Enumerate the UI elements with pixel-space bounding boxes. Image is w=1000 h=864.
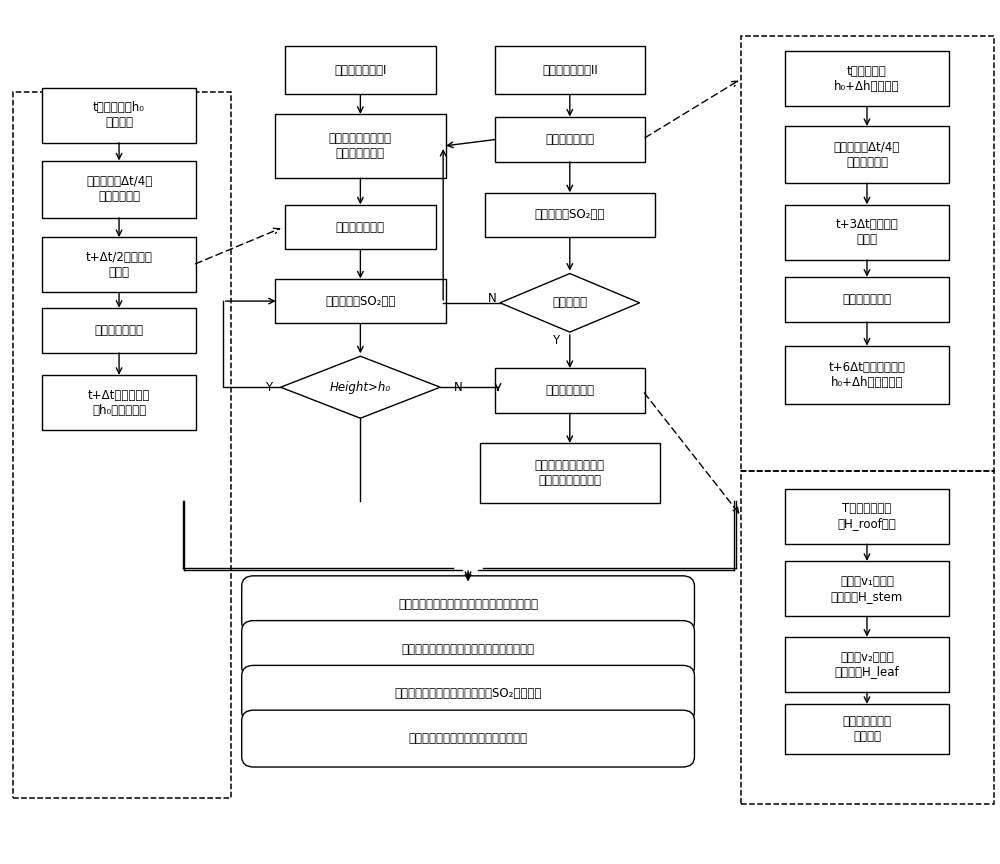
Text: 无人机自主升降: 无人机自主升降: [336, 220, 385, 233]
FancyBboxPatch shape: [42, 161, 196, 218]
FancyBboxPatch shape: [42, 375, 196, 430]
Text: 无人机测量装置I: 无人机测量装置I: [334, 64, 387, 77]
FancyBboxPatch shape: [285, 205, 436, 250]
Text: 同速率匀速下降: 同速率匀速下降: [842, 293, 891, 306]
Text: t+Δt时刻回到高
度h₀位置并悬停: t+Δt时刻回到高 度h₀位置并悬停: [88, 389, 150, 416]
Text: 以速度v₁匀速上
升至位置H_stem: 以速度v₁匀速上 升至位置H_stem: [831, 575, 903, 603]
FancyBboxPatch shape: [42, 238, 196, 293]
Text: N: N: [454, 381, 462, 394]
FancyBboxPatch shape: [785, 51, 949, 106]
FancyBboxPatch shape: [242, 575, 694, 632]
Text: 无人机自主升降: 无人机自主升降: [545, 133, 594, 146]
FancyBboxPatch shape: [285, 46, 436, 94]
Text: t时刻在高度h₀
位置悬停: t时刻在高度h₀ 位置悬停: [93, 101, 145, 129]
FancyBboxPatch shape: [242, 710, 694, 767]
FancyBboxPatch shape: [480, 443, 660, 504]
FancyBboxPatch shape: [495, 368, 645, 413]
Text: 是否夜晚？: 是否夜晚？: [552, 296, 587, 309]
FancyBboxPatch shape: [785, 277, 949, 321]
Text: 无人机测量装置II: 无人机测量装置II: [542, 64, 598, 77]
FancyBboxPatch shape: [275, 114, 446, 178]
Polygon shape: [281, 356, 440, 418]
Text: 测量远地面SO₂浓度: 测量远地面SO₂浓度: [535, 208, 605, 221]
Text: Y: Y: [265, 381, 272, 394]
Text: T时刻迅速升高
至H_roof位置: T时刻迅速升高 至H_roof位置: [838, 502, 896, 530]
FancyBboxPatch shape: [785, 346, 949, 404]
Text: 目标农作物种植区域土壤污染物镖浓度序列: 目标农作物种植区域土壤污染物镖浓度序列: [402, 643, 535, 656]
Text: 目标农作物种植区域大气污染物SO₂浓度序列: 目标农作物种植区域大气污染物SO₂浓度序列: [394, 687, 542, 701]
FancyBboxPatch shape: [785, 562, 949, 616]
Text: 以采样周期Δt/4的
速度匀速上升: 以采样周期Δt/4的 速度匀速上升: [834, 141, 900, 168]
Text: t+3Δt时刻达到
最高点: t+3Δt时刻达到 最高点: [836, 219, 898, 246]
Text: 测量水源中油分浓度
和土壤中镖浓度: 测量水源中油分浓度 和土壤中镖浓度: [329, 132, 392, 160]
FancyBboxPatch shape: [785, 489, 949, 544]
Text: N: N: [488, 292, 496, 305]
Text: 以速度v₂匀速上
升至位置H_leaf: 以速度v₂匀速上 升至位置H_leaf: [835, 651, 899, 678]
FancyBboxPatch shape: [242, 620, 694, 677]
Text: Y: Y: [552, 334, 559, 347]
FancyBboxPatch shape: [785, 704, 949, 754]
Text: 同速率分两阶段
匀速下降: 同速率分两阶段 匀速下降: [842, 715, 891, 743]
FancyBboxPatch shape: [42, 87, 196, 143]
Text: t+Δt/2时刻达到
最高点: t+Δt/2时刻达到 最高点: [86, 251, 152, 279]
FancyBboxPatch shape: [485, 193, 655, 238]
Text: 测量近地面SO₂浓度: 测量近地面SO₂浓度: [325, 295, 396, 308]
FancyBboxPatch shape: [42, 308, 196, 353]
Text: 目标农作物种植区域夜间光照强度序列: 目标农作物种植区域夜间光照强度序列: [409, 732, 528, 745]
FancyBboxPatch shape: [785, 205, 949, 260]
FancyBboxPatch shape: [495, 46, 645, 94]
Text: t+6Δt时刻回到高度
h₀+Δh位置并悬停: t+6Δt时刻回到高度 h₀+Δh位置并悬停: [829, 361, 905, 389]
Polygon shape: [500, 274, 640, 332]
Text: t时刻在高度
h₀+Δh位置悬停: t时刻在高度 h₀+Δh位置悬停: [834, 65, 900, 93]
FancyBboxPatch shape: [275, 279, 446, 323]
FancyBboxPatch shape: [495, 117, 645, 162]
Text: 无人机自主升降: 无人机自主升降: [545, 384, 594, 397]
FancyBboxPatch shape: [242, 665, 694, 722]
Text: 目标农作物种植区域水源污染物油分浓度序列: 目标农作物种植区域水源污染物油分浓度序列: [398, 598, 538, 611]
Text: 同速率匀速下降: 同速率匀速下降: [95, 324, 144, 337]
FancyBboxPatch shape: [785, 126, 949, 183]
Text: Height>h₀: Height>h₀: [330, 381, 391, 394]
Text: 以采样周期Δt/4的
速度匀速上升: 以采样周期Δt/4的 速度匀速上升: [86, 175, 152, 203]
Text: 测量农作物根部、茎部
和叶部平均光照强度: 测量农作物根部、茎部 和叶部平均光照强度: [535, 460, 605, 487]
FancyBboxPatch shape: [785, 637, 949, 692]
